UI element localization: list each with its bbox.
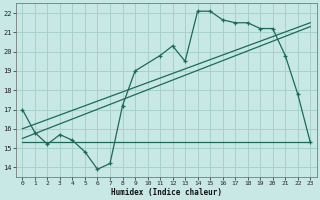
X-axis label: Humidex (Indice chaleur): Humidex (Indice chaleur) [111, 188, 222, 197]
